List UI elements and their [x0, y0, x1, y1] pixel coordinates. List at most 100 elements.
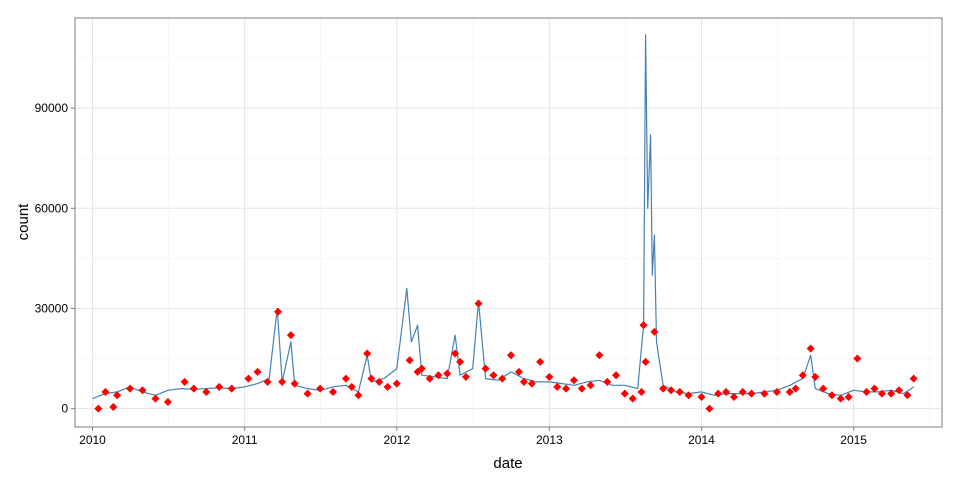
data-point [417, 364, 426, 373]
data-point [434, 371, 443, 380]
data-point [798, 371, 807, 380]
data-point [612, 371, 621, 380]
data-point [819, 384, 828, 393]
data-point [747, 389, 756, 398]
data-point [163, 397, 172, 406]
data-point [536, 357, 545, 366]
data-point [273, 307, 283, 316]
data-point [109, 402, 118, 411]
data-point [545, 372, 554, 381]
data-point [659, 384, 668, 393]
data-point [328, 387, 338, 396]
data-point [189, 384, 198, 393]
data-point [836, 394, 845, 403]
data-point [363, 349, 372, 358]
data-point [791, 384, 800, 393]
data-point [895, 386, 904, 395]
data-point [316, 384, 325, 393]
data-point [244, 374, 253, 383]
data-point [806, 344, 815, 353]
x-tick-label: 2011 [232, 433, 258, 447]
data-point [94, 404, 103, 413]
data-point [347, 382, 356, 391]
data-point [620, 389, 629, 398]
data-point [697, 392, 706, 401]
data-point [637, 387, 646, 396]
data-point [481, 364, 490, 373]
x-tick-label: 2014 [688, 433, 715, 447]
x-tick-label: 2015 [840, 433, 867, 447]
data-point [180, 377, 189, 386]
x-axis: 2010 2011 2012 2013 2014 2015 [79, 427, 867, 447]
data-point [519, 377, 528, 386]
data-point [785, 387, 794, 396]
y-tick-label: 0 [61, 402, 68, 416]
data-point [456, 357, 465, 366]
data-point [877, 389, 887, 398]
data-point [738, 387, 747, 396]
data-point [595, 351, 604, 360]
data-point [461, 372, 471, 381]
data-point [639, 321, 648, 330]
data-point [367, 374, 376, 383]
y-tick-label: 60000 [35, 201, 69, 215]
data-point [811, 372, 820, 381]
data-point [263, 377, 272, 386]
data-point [586, 381, 595, 390]
data-point [375, 377, 384, 386]
data-point [303, 389, 312, 398]
data-point [527, 379, 536, 388]
data-point [705, 404, 714, 413]
data-point [215, 382, 224, 391]
y-axis: 0 30000 60000 90000 [35, 101, 75, 416]
data-point [675, 387, 684, 396]
data-point [714, 389, 723, 398]
x-tick-label: 2013 [536, 433, 563, 447]
data-point [392, 379, 401, 388]
data-point [561, 384, 571, 393]
data-point [405, 356, 414, 365]
x-tick-label: 2010 [79, 433, 106, 447]
data-point [227, 384, 236, 393]
data-point [443, 369, 452, 378]
y-tick-label: 90000 [35, 101, 69, 115]
data-point [101, 387, 110, 396]
data-point [903, 391, 912, 400]
plot-border [74, 17, 943, 428]
data-point [474, 299, 483, 308]
data-point [909, 374, 918, 383]
data-point [862, 387, 871, 396]
data-point [202, 387, 211, 396]
data-point [569, 376, 578, 385]
data-point [290, 379, 299, 388]
data-point [827, 391, 836, 400]
y-tick-label: 30000 [35, 301, 69, 315]
data-point [514, 367, 523, 376]
data-point [684, 391, 693, 400]
data-point [354, 391, 363, 400]
data-point [253, 367, 262, 376]
data-point [844, 392, 853, 401]
data-point [870, 384, 879, 393]
data-point [489, 371, 498, 380]
data-point [425, 374, 434, 383]
data-point [278, 377, 287, 386]
data-point [641, 357, 650, 366]
data-point [138, 386, 147, 395]
y-axis-title: count [15, 203, 32, 241]
point-layer [94, 299, 918, 413]
data-point [383, 382, 392, 391]
data-point [341, 374, 350, 383]
data-point [772, 387, 781, 396]
data-point [286, 331, 295, 340]
data-point [650, 327, 659, 336]
x-axis-title: date [493, 455, 522, 472]
data-point [553, 382, 562, 391]
data-point [577, 384, 586, 393]
data-point [667, 386, 676, 395]
data-point [506, 351, 516, 360]
gridlines [75, 18, 942, 427]
data-point [722, 387, 731, 396]
data-point [887, 389, 896, 398]
